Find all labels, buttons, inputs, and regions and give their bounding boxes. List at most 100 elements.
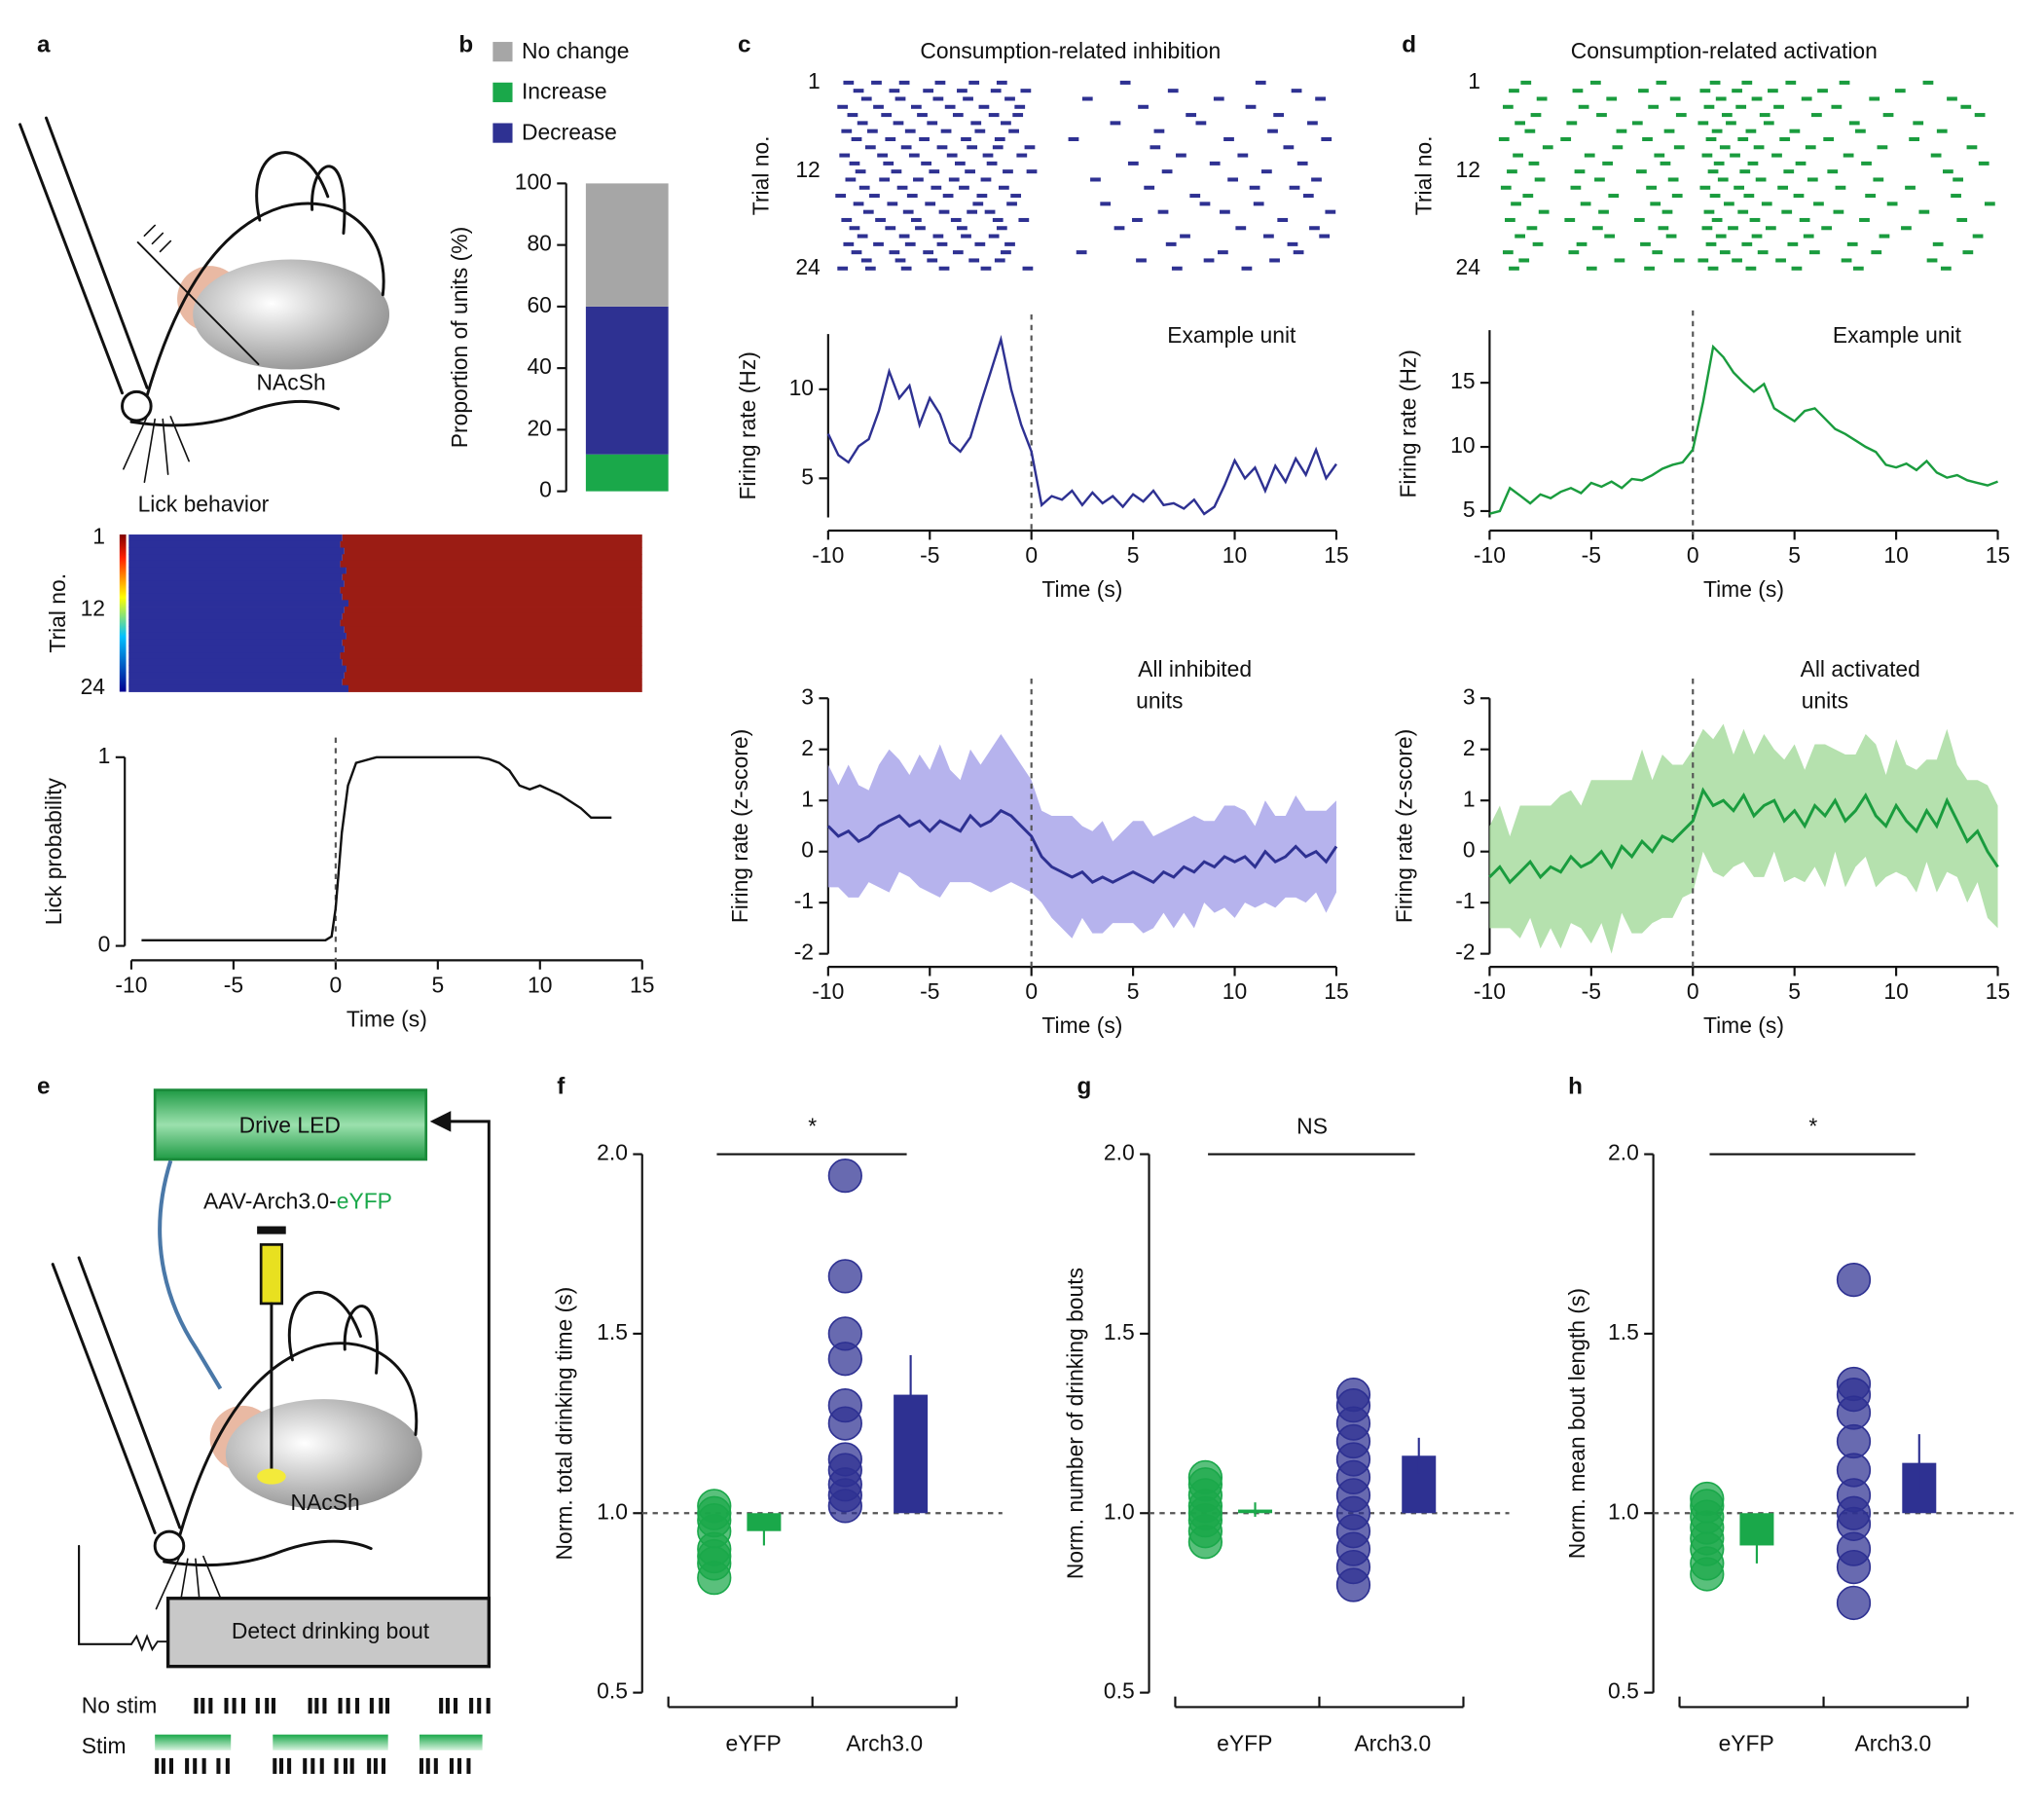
spike xyxy=(1568,250,1580,255)
spike xyxy=(1616,129,1627,133)
spike xyxy=(1763,121,1774,126)
mouse-drawing xyxy=(51,1256,424,1624)
spike xyxy=(1307,121,1318,126)
lick-tick xyxy=(185,1757,190,1775)
electrode-tip xyxy=(143,224,172,253)
spike xyxy=(1614,258,1625,263)
spike xyxy=(1524,129,1536,133)
spike xyxy=(954,161,966,166)
lick-cell xyxy=(344,626,642,634)
spike xyxy=(1502,250,1514,255)
chart-title: Consumption-related activation xyxy=(1571,38,1878,63)
spike xyxy=(841,217,853,222)
spike xyxy=(1165,241,1177,246)
spike xyxy=(913,177,924,182)
spike xyxy=(1821,226,1833,231)
spike xyxy=(1309,226,1320,231)
error-band xyxy=(1489,723,1998,954)
spike xyxy=(1699,89,1711,93)
illustration-a: NAcSh xyxy=(18,116,391,692)
x-tick-label: -5 xyxy=(1582,542,1601,568)
no-lick-cell xyxy=(128,560,341,569)
led-label: Drive LED xyxy=(239,1112,341,1137)
spike xyxy=(1153,129,1165,133)
spike xyxy=(1974,113,1986,118)
spike xyxy=(1855,129,1866,133)
spike xyxy=(904,241,916,246)
spike xyxy=(1765,226,1776,231)
lick-tick xyxy=(271,1698,275,1714)
spike xyxy=(1879,234,1890,239)
spike xyxy=(965,169,975,174)
lick-tick xyxy=(216,1757,221,1775)
spike xyxy=(1943,169,1953,174)
spike xyxy=(910,104,922,109)
x-tick-label: 5 xyxy=(1127,542,1140,568)
spike xyxy=(992,217,1004,222)
y-tick-label: 1 xyxy=(1468,68,1480,93)
x-tick-label: Arch3.0 xyxy=(1354,1730,1431,1755)
y-tick-label: 1 xyxy=(92,523,105,548)
spike xyxy=(1721,113,1733,118)
lick-tick xyxy=(379,1698,383,1714)
data-point xyxy=(1836,1366,1872,1402)
spike xyxy=(1709,194,1721,199)
spike xyxy=(1315,96,1326,101)
spike xyxy=(1978,161,1989,166)
spike xyxy=(1263,234,1274,239)
lick-cell xyxy=(342,534,642,542)
spike xyxy=(1566,121,1578,126)
spike xyxy=(1515,121,1526,126)
spike xyxy=(1848,121,1860,126)
spike xyxy=(1717,177,1729,182)
spike xyxy=(936,145,948,150)
spike xyxy=(1724,202,1734,206)
spike xyxy=(923,89,934,93)
spike xyxy=(1596,113,1607,118)
lick-tick xyxy=(453,1698,458,1714)
y-axis-label: Norm. number of drinking bouts xyxy=(1063,1268,1088,1579)
bar-segment xyxy=(585,306,669,455)
spike xyxy=(1199,202,1211,206)
data-point xyxy=(1836,1423,1872,1459)
no-lick-cell xyxy=(128,612,343,620)
spike xyxy=(948,177,960,182)
data-point xyxy=(827,1342,862,1377)
lick-tick xyxy=(265,1698,270,1714)
spike xyxy=(1882,113,1894,118)
y-tick-label: 1 xyxy=(801,786,814,811)
lick-tick xyxy=(367,1757,372,1775)
spike xyxy=(1008,129,1019,133)
spike xyxy=(1004,96,1015,101)
y-tick-label: 15 xyxy=(1450,368,1475,393)
spike xyxy=(1873,177,1884,182)
spike xyxy=(1673,145,1685,150)
lick-cell xyxy=(340,540,642,548)
spike xyxy=(994,136,1005,141)
lick-tick xyxy=(194,1698,199,1714)
x-tick-label: eYFP xyxy=(726,1730,782,1755)
spike xyxy=(1526,226,1538,231)
y-tick-label: 12 xyxy=(1456,157,1480,182)
x-tick-label: -10 xyxy=(812,978,844,1004)
electrode xyxy=(136,241,260,366)
lick-tick xyxy=(201,1757,206,1775)
spike xyxy=(1737,209,1749,214)
spike xyxy=(1768,89,1778,93)
x-axis-label: Time (s) xyxy=(1041,576,1122,602)
wire xyxy=(78,1544,133,1645)
spike xyxy=(1773,104,1784,109)
spike xyxy=(1886,202,1898,206)
spike xyxy=(1751,234,1763,239)
spike xyxy=(1661,209,1673,214)
spike xyxy=(1598,209,1609,214)
injection-site xyxy=(257,1468,286,1485)
spike xyxy=(1138,104,1149,109)
spike xyxy=(1926,258,1938,263)
spike xyxy=(1648,104,1660,109)
spike xyxy=(1869,96,1880,101)
spike xyxy=(1839,80,1850,85)
spike xyxy=(1808,250,1820,255)
data-point xyxy=(1836,1262,1872,1298)
spike xyxy=(1024,145,1036,150)
